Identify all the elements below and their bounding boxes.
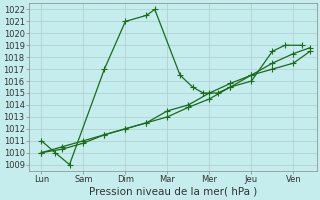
X-axis label: Pression niveau de la mer( hPa ): Pression niveau de la mer( hPa ) [89, 187, 257, 197]
